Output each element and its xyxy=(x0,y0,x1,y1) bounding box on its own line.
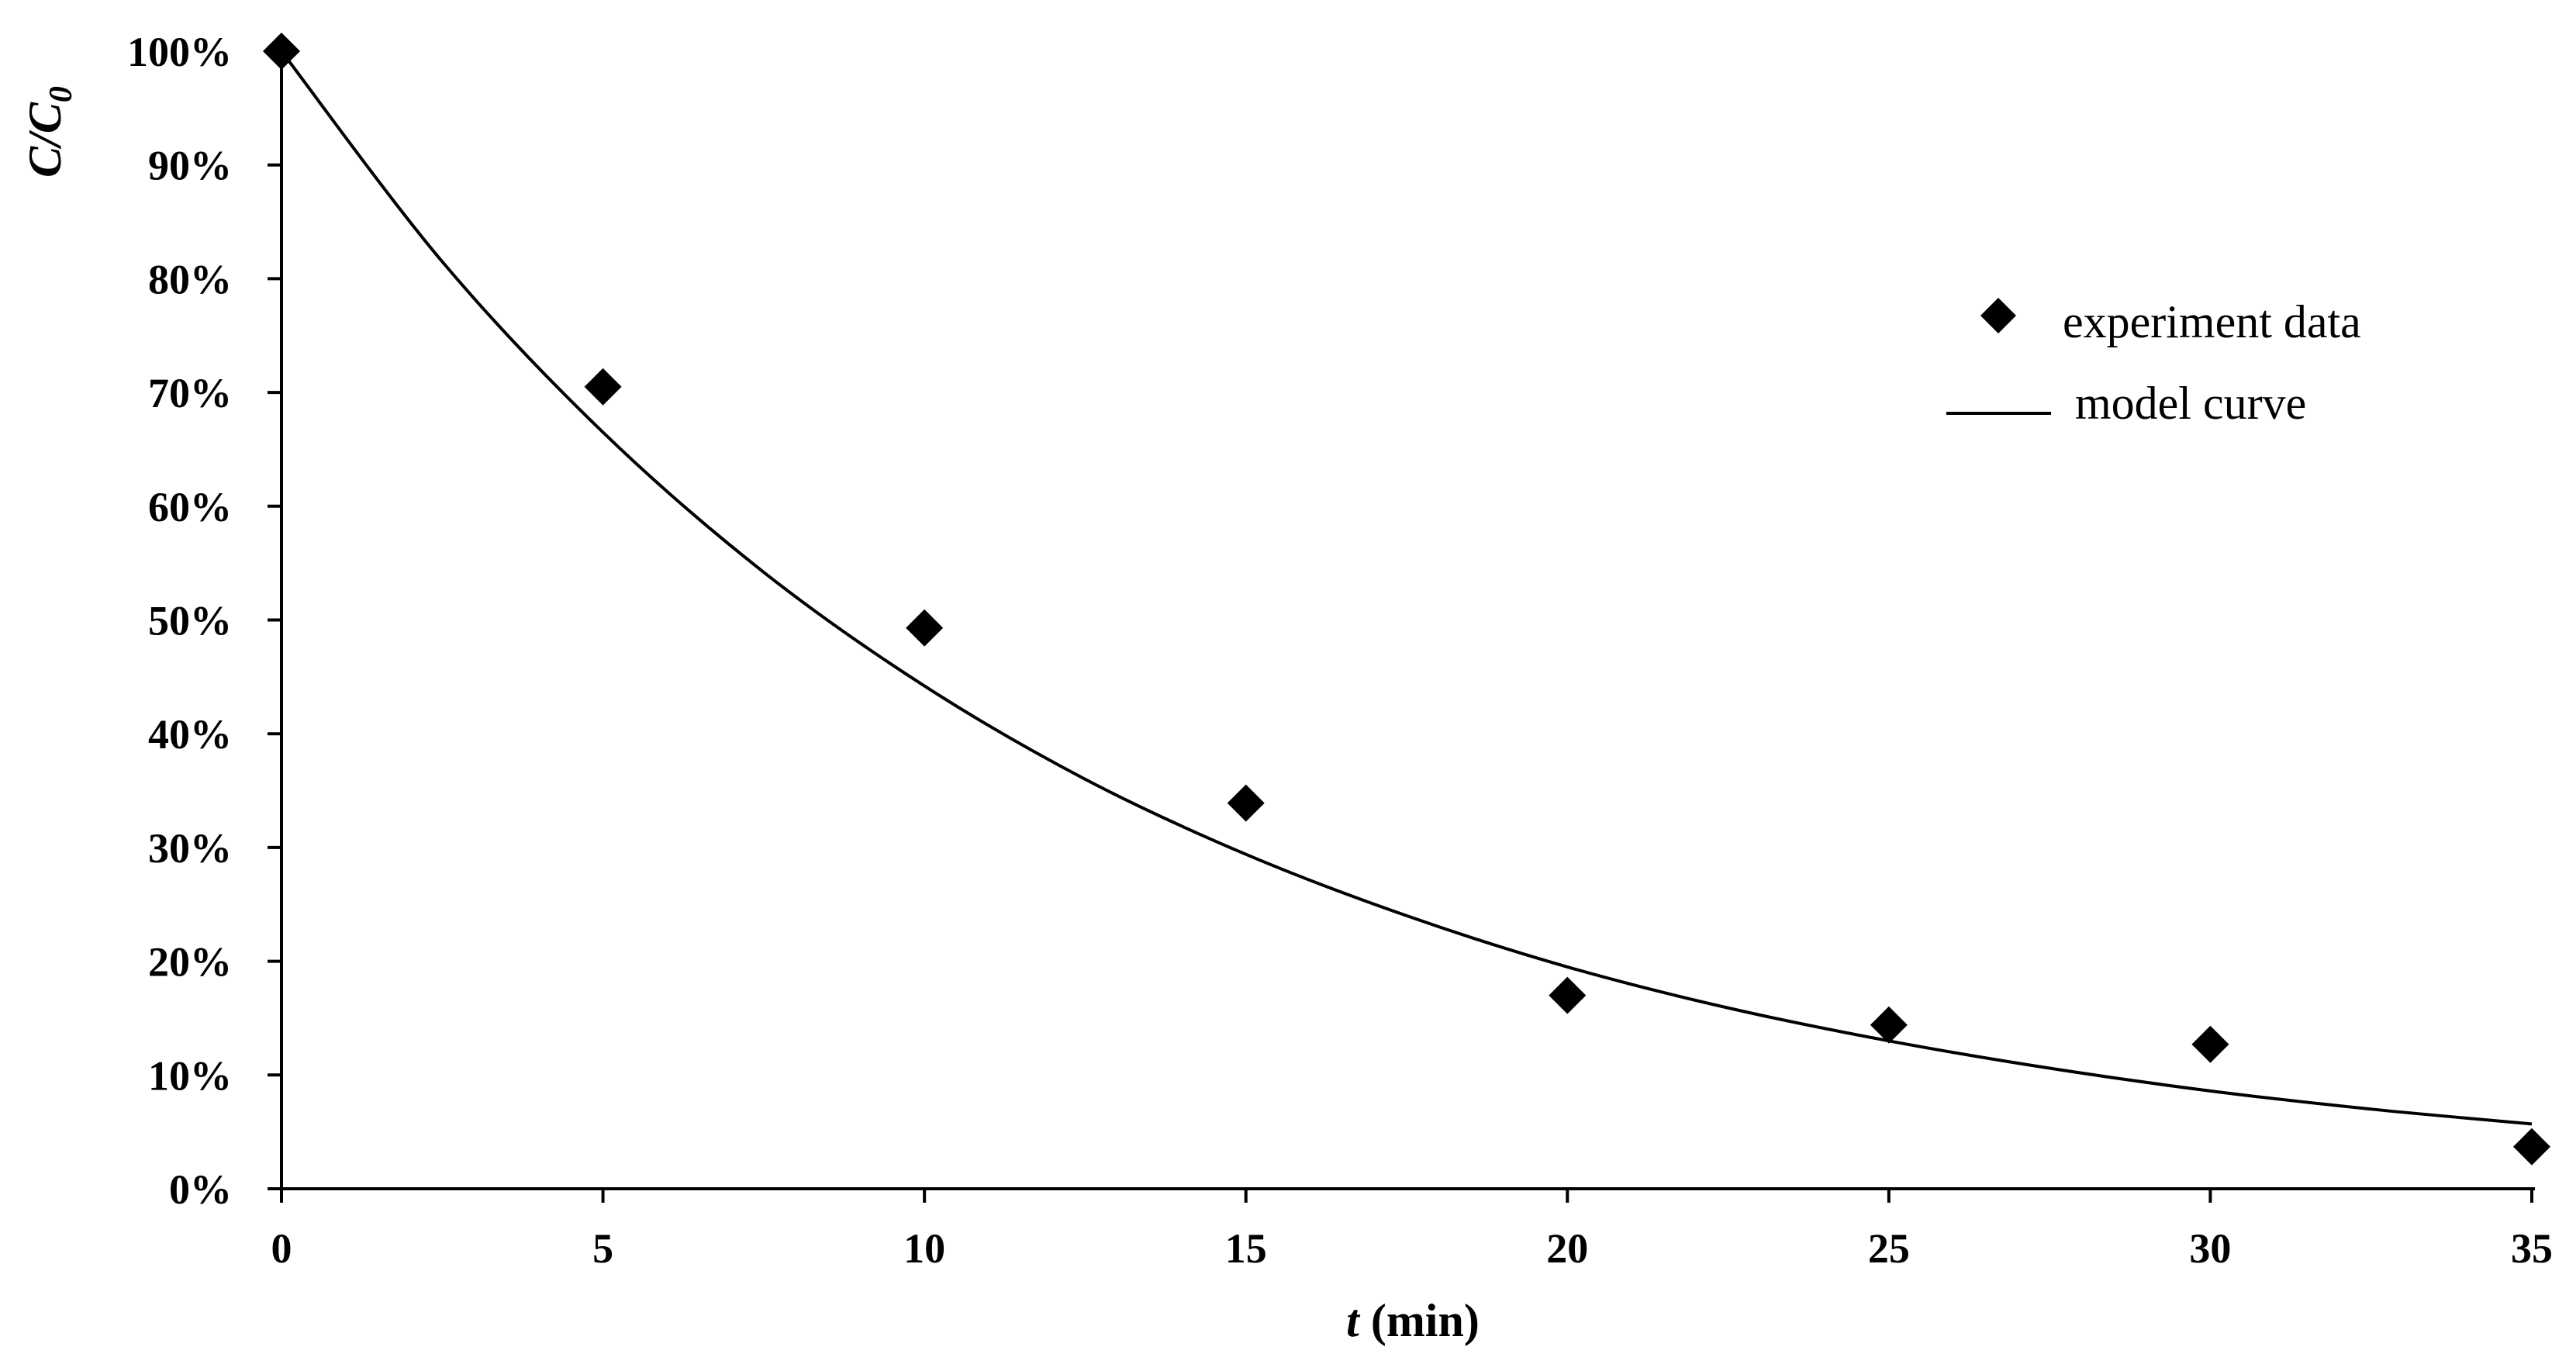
y-axis-title-sub: 0 xyxy=(43,86,79,102)
experiment-data-point xyxy=(584,368,622,406)
experiment-data-series xyxy=(263,33,2550,1166)
x-tick-label: 0 xyxy=(271,1225,292,1272)
experiment-data-point xyxy=(906,609,944,647)
experiment-data-point xyxy=(263,33,300,70)
y-axis-title: C/C0 xyxy=(19,86,79,178)
legend-label-experiment-data: experiment data xyxy=(2063,296,2361,347)
y-tick-label: 70% xyxy=(148,370,232,416)
legend-marker-experiment-data xyxy=(1980,298,2016,333)
legend-label-model-curve: model curve xyxy=(2075,378,2306,429)
y-tick-label: 60% xyxy=(148,484,232,530)
y-tick-label: 80% xyxy=(148,256,232,302)
experiment-data-point xyxy=(1227,784,1265,822)
y-tick-label: 20% xyxy=(148,939,232,986)
experiment-data-point xyxy=(1549,976,1587,1014)
experiment-data-point xyxy=(2191,1025,2229,1063)
x-axis-ticks: 0 5 10 15 20 25 30 35 xyxy=(271,1189,2553,1272)
x-tick-label: 25 xyxy=(1868,1225,1910,1272)
axes xyxy=(280,51,2535,1190)
x-tick-label: 20 xyxy=(1546,1225,1588,1272)
y-tick-label: 40% xyxy=(148,711,232,758)
y-tick-label: 30% xyxy=(148,825,232,872)
x-tick-label: 15 xyxy=(1225,1225,1267,1272)
y-tick-label: 50% xyxy=(148,598,232,644)
y-tick-label: 10% xyxy=(148,1052,232,1099)
y-tick-label: 0% xyxy=(169,1166,232,1213)
legend: experiment data model curve xyxy=(1946,296,2361,429)
x-tick-label: 10 xyxy=(903,1225,945,1272)
x-tick-label: 30 xyxy=(2189,1225,2231,1272)
x-axis-title-rest: (min) xyxy=(1359,1295,1480,1346)
y-axis-title-main: C/C xyxy=(19,102,71,178)
experiment-data-point xyxy=(2513,1128,2550,1166)
x-tick-label: 5 xyxy=(592,1225,613,1272)
experiment-data-point xyxy=(1870,1006,1908,1044)
y-tick-label: 90% xyxy=(148,143,232,189)
y-axis-ticks: 0% 10% 20% 30% 40% 50% 60% 70% 80% 90% 100% xyxy=(127,29,281,1213)
x-axis-title: t (min) xyxy=(1346,1295,1480,1346)
x-axis-title-var: t xyxy=(1346,1295,1361,1346)
model-curve-line xyxy=(280,50,2533,1126)
y-tick-label: 100% xyxy=(127,29,232,75)
x-tick-label: 35 xyxy=(2511,1225,2553,1272)
model-curve-series xyxy=(280,50,2533,1126)
